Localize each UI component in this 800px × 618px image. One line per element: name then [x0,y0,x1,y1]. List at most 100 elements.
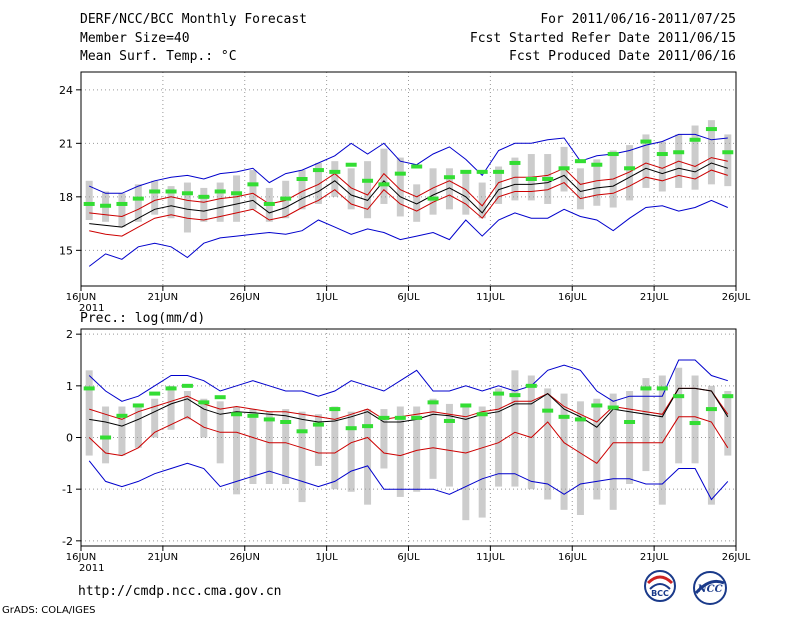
observed-marker [345,162,357,167]
observed-marker [378,415,390,420]
x-tick-label: 21JUL [640,292,669,303]
mean-line [89,162,728,228]
x-tick-label: 26JUN [230,292,260,303]
ensemble-box [642,378,650,472]
ensemble-box [707,120,715,185]
observed-marker [345,426,357,431]
ensemble-box [429,168,437,215]
x-year-label: 2011 [79,563,104,574]
ensemble-box [396,157,404,217]
observed-marker [378,182,390,187]
y-tick-label: 21 [59,137,73,150]
x-tick-label: 11JUL [476,552,505,563]
observed-marker [460,403,472,408]
observed-marker [263,417,275,422]
ensemble-box [314,162,322,204]
ensemble-box [511,157,519,201]
observed-marker [411,164,423,169]
observed-marker [542,177,554,181]
ensemble-box [233,175,241,222]
ensemble-box [658,375,666,505]
ensemble-box [495,388,503,487]
ensemble-box [691,125,699,190]
ncc-logo-text: NCC [696,584,722,595]
ensemble-box [675,367,683,464]
observed-marker [460,169,472,174]
member-size-label: Member Size=40 [80,31,190,46]
observed-marker [591,403,603,408]
observed-marker [165,189,177,194]
ensemble-box [593,159,601,206]
observed-marker [493,391,505,396]
observed-marker [149,391,161,396]
ensemble-box [445,168,453,210]
observed-marker [231,412,243,417]
ensemble-box [200,398,208,438]
source-url[interactable]: http://cmdp.ncc.cma.gov.cn [78,584,282,599]
ensemble-box [593,398,601,500]
ensemble-box [396,406,404,497]
observed-marker [411,415,423,420]
ensemble-box [118,193,126,228]
observed-marker [329,169,341,174]
observed-marker [476,412,488,417]
chart-title: DERF/NCC/BCC Monthly Forecast [80,12,307,27]
observed-marker [83,201,95,206]
ensemble-box [364,409,372,505]
observed-marker [263,201,275,206]
ensemble-box [200,187,208,222]
ensemble-box [134,406,142,448]
observed-marker [689,421,701,426]
observed-marker [312,422,324,427]
bcc-logo-text: BCC [651,589,669,598]
x-tick-label: 6JUL [397,552,420,563]
ensemble-box [233,406,241,495]
observed-marker [362,424,374,429]
observed-marker [198,194,210,199]
ensemble-box [331,161,339,197]
min-line [88,199,728,267]
ensemble-box [249,409,257,484]
ensemble-box [282,409,290,484]
observed-marker [296,177,308,181]
x-tick-label: 16JUN [66,292,96,303]
y-tick-label: 1 [66,380,73,393]
observed-marker [525,177,537,181]
observed-marker [362,178,374,183]
ensemble-box [478,406,486,518]
x-tick-label: 26JUL [722,292,751,303]
grads-credit: GrADS: COLA/IGES [2,605,96,616]
observed-marker [689,137,701,142]
ensemble-box [265,411,273,484]
observed-marker [509,393,521,398]
lower-line [88,416,729,464]
x-tick-label: 1JUL [316,292,339,303]
observed-marker [280,420,292,424]
ensemble-box [413,406,421,492]
upper-line [89,387,729,423]
observed-marker [247,182,259,187]
observed-marker [591,162,603,167]
ensemble-box [560,393,568,510]
observed-marker [116,413,128,418]
observed-marker [673,394,685,399]
ensemble-box [249,170,257,210]
y-tick-label: -2 [62,535,73,548]
ensemble-box [347,411,355,492]
ensemble-box [495,166,503,204]
observed-marker [149,189,161,194]
observed-marker [100,203,112,208]
ensemble-box [429,398,437,479]
ensemble-box [183,391,191,420]
observed-marker [214,189,226,194]
x-tick-label: 16JUN [66,552,96,563]
x-year-label: 2011 [79,303,104,314]
ensemble-box [380,148,388,204]
ensemble-box [642,134,650,188]
x-tick-label: 26JUN [230,552,260,563]
observed-marker [116,201,128,206]
observed-marker [312,168,324,173]
y-tick-label: 18 [59,191,73,204]
x-tick-label: 16JUL [558,292,587,303]
